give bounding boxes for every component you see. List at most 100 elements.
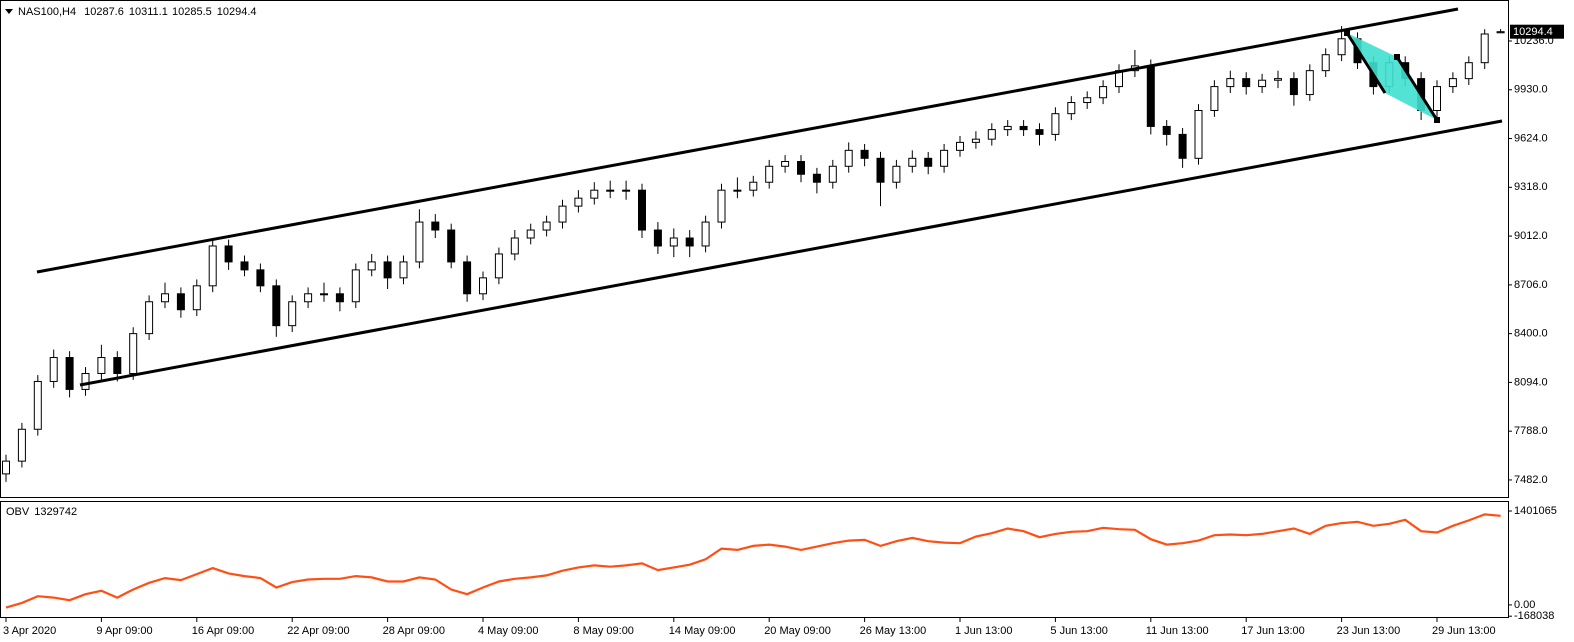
candle-body — [367, 261, 376, 271]
x-tick-label: 9 Apr 09:00 — [96, 625, 152, 637]
candle-body — [1464, 62, 1473, 80]
candle-body — [733, 189, 742, 192]
candle-body — [606, 189, 615, 192]
candle-body — [510, 237, 519, 255]
candle-body — [415, 221, 424, 263]
candle-body — [81, 372, 90, 390]
candle-body — [574, 197, 583, 207]
anchor[interactable] — [1434, 117, 1440, 123]
y-tick-label: 9624.0 — [1514, 132, 1548, 144]
candle-body — [558, 205, 567, 223]
y-tick-label: -168038 — [1514, 610, 1554, 622]
price-label: 10294.4 — [1513, 26, 1553, 38]
obv-line — [5, 513, 1501, 609]
candle-body — [1067, 102, 1076, 115]
x-tick-label: 14 May 09:00 — [669, 625, 736, 637]
anchor[interactable] — [1394, 54, 1400, 60]
candle-body — [526, 229, 535, 239]
y-tick-label: 1401065 — [1514, 505, 1557, 517]
pattern-leg — [1345, 32, 1387, 94]
x-tick-label: 16 Apr 09:00 — [192, 625, 254, 637]
candle-body — [1337, 38, 1346, 56]
candle-body — [161, 293, 169, 303]
candle-body — [924, 157, 933, 167]
anchor[interactable] — [1344, 30, 1350, 36]
obv-last: 1329742 — [34, 506, 77, 518]
x-tick-label: 4 May 09:00 — [478, 625, 539, 637]
candle-body — [638, 189, 646, 231]
y-tick-label: 7482.0 — [1514, 474, 1548, 486]
candle-body — [844, 149, 853, 167]
candle-body — [956, 141, 964, 151]
chart-title: NAS100,H4 — [18, 6, 76, 18]
candle-body — [1321, 54, 1330, 72]
candle-body — [145, 301, 154, 335]
candle-body — [1480, 33, 1489, 64]
candle-body — [749, 181, 758, 191]
x-tick-label: 22 Apr 09:00 — [287, 625, 349, 637]
candle-body — [272, 285, 281, 327]
candle-body — [1433, 86, 1441, 111]
candle-body — [653, 229, 662, 247]
candle-body — [494, 253, 503, 279]
candle-body — [1258, 79, 1267, 88]
x-tick-label: 28 Apr 09:00 — [383, 625, 445, 637]
candle-body — [812, 173, 821, 183]
candle-body — [940, 149, 949, 167]
obv-header: OBV 1329742 — [6, 506, 77, 518]
candle-body — [797, 160, 805, 175]
candle-body — [1178, 133, 1187, 159]
y-tick-label: 8400.0 — [1514, 328, 1548, 340]
candle-body — [1274, 78, 1282, 81]
candle-body — [129, 333, 138, 374]
channel-upper[interactable] — [36, 7, 1459, 274]
y-tick-label: 8094.0 — [1514, 376, 1548, 388]
candle-body — [49, 357, 58, 382]
candle-body — [17, 428, 26, 462]
candle-body — [1194, 109, 1203, 159]
candle-body — [542, 221, 551, 231]
candle-body — [256, 269, 265, 287]
candle-body — [685, 237, 694, 247]
menu-arrow[interactable] — [5, 9, 13, 14]
y-tick-label: 0.00 — [1514, 599, 1535, 611]
last-low: 10285.5 — [172, 6, 212, 18]
y-tick-label: 9012.0 — [1514, 230, 1548, 242]
y-tick-label: 7788.0 — [1514, 425, 1548, 437]
candle-body — [1448, 78, 1457, 88]
drawings — [36, 7, 1503, 387]
candle-body — [240, 261, 249, 271]
x-tick-label: 17 Jun 13:00 — [1241, 625, 1305, 637]
x-tick-label: 1 Jun 13:00 — [955, 625, 1013, 637]
x-tick-label: 3 Apr 2020 — [3, 625, 56, 637]
candle-body — [908, 157, 917, 167]
candle-body — [1099, 86, 1108, 99]
candle-body — [224, 245, 233, 263]
candle-body — [1019, 125, 1028, 131]
candle-body — [2, 460, 10, 475]
candle-body — [1162, 125, 1171, 135]
candle-body — [892, 165, 901, 183]
candle-body — [1051, 113, 1060, 135]
y-tick-label: 9930.0 — [1514, 84, 1548, 96]
candle-body — [1146, 65, 1155, 127]
candle-body — [1496, 31, 1505, 34]
candle-body — [320, 293, 328, 296]
candle-body — [765, 165, 774, 183]
candle-body — [288, 301, 297, 327]
channel-lower[interactable] — [79, 119, 1503, 387]
candle-body — [335, 293, 344, 303]
candle-body — [463, 261, 472, 295]
last-high: 10311.1 — [129, 6, 168, 18]
chart-header: NAS100,H4 10287.6 10311.1 10285.5 10294.4 — [18, 6, 257, 18]
plot-area — [2, 26, 1505, 609]
candle-body — [97, 357, 106, 374]
candle-body — [781, 160, 790, 167]
candle-body — [1083, 97, 1092, 104]
obv-pane — [0, 501, 1509, 618]
pattern-fill[interactable] — [1347, 33, 1437, 120]
price-pane — [0, 0, 1509, 498]
candle-body — [1242, 78, 1251, 88]
